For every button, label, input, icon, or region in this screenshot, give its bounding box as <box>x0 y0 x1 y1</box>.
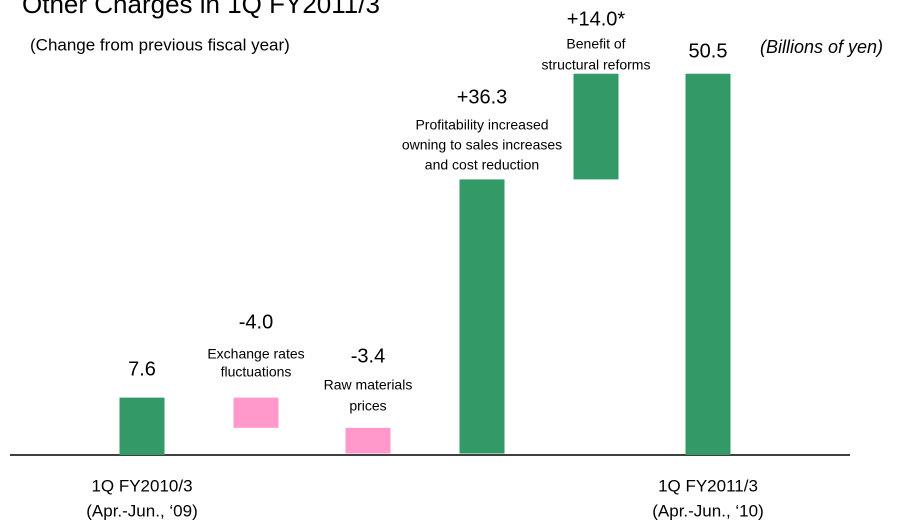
value-label: +36.3 <box>457 86 508 108</box>
bar-note: Benefit of <box>566 36 625 52</box>
bar-note: Raw materials <box>324 377 413 393</box>
bar-note: structural reforms <box>542 57 651 73</box>
value-label: 50.5 <box>689 40 728 62</box>
value-label: -4.0 <box>239 311 273 333</box>
value-label: +14.0* <box>567 8 626 30</box>
bar-note: fluctuations <box>221 364 292 380</box>
bar-note: Exchange rates <box>207 346 304 362</box>
x-tick-sublabel: (Apr.-Jun., ‘09) <box>86 501 198 520</box>
bar <box>119 397 165 455</box>
chart-subtitle: (Change from previous fiscal year) <box>30 35 290 54</box>
x-tick-label: 1Q FY2010/3 <box>91 476 192 495</box>
value-label: -3.4 <box>351 345 385 367</box>
bar-note: owning to sales increases <box>402 137 562 153</box>
bar-note: and cost reduction <box>425 157 539 173</box>
bar <box>573 73 619 180</box>
bar-note: Profitability increased <box>415 117 548 133</box>
bar <box>685 73 731 455</box>
chart-title: Other Charges in 1Q FY2011/3 <box>22 0 380 19</box>
x-tick-sublabel: (Apr.-Jun., ‘10) <box>652 501 764 520</box>
value-label: 7.6 <box>128 358 156 380</box>
bar <box>459 179 505 454</box>
bar <box>233 397 279 428</box>
x-tick-label: 1Q FY2011/3 <box>658 476 758 495</box>
bar <box>345 427 391 454</box>
unit-label: (Billions of yen) <box>760 37 883 57</box>
bar-note: prices <box>349 398 386 414</box>
